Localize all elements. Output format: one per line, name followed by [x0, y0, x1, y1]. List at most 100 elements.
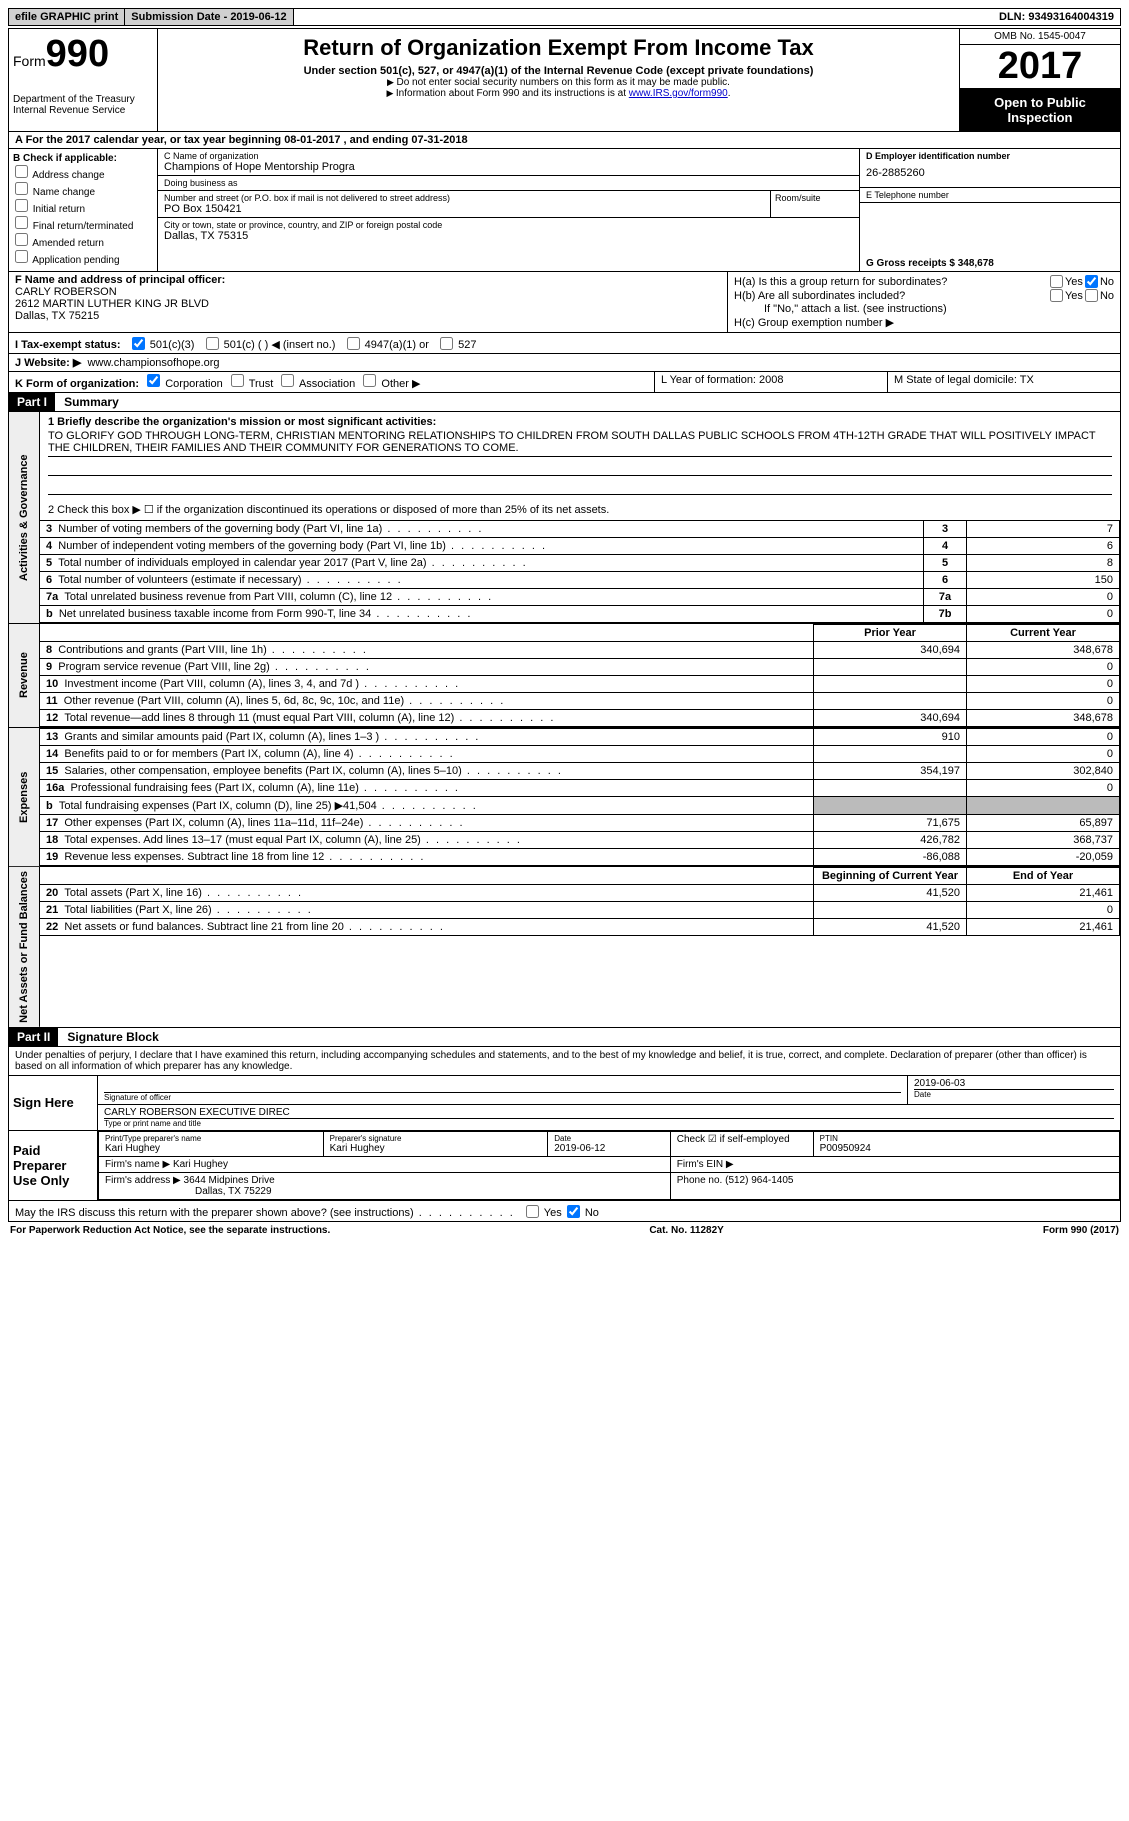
self-employed: Check ☑ if self-employed [677, 1134, 790, 1145]
section-netassets: Net Assets or Fund Balances Beginning of… [8, 867, 1121, 1028]
firm-addr2: Dallas, TX 75229 [105, 1186, 272, 1197]
top-bar: efile GRAPHIC print Submission Date - 20… [8, 8, 1121, 26]
row-i: I Tax-exempt status: 501(c)(3) 501(c) ( … [8, 333, 1121, 354]
part2-title: Signature Block [61, 1028, 164, 1046]
firm-name: Kari Hughey [173, 1159, 228, 1170]
form-label: Form [13, 53, 46, 69]
discuss-yes[interactable] [526, 1205, 539, 1218]
prep-date: 2019-06-12 [554, 1143, 605, 1154]
prep-sig: Kari Hughey [330, 1143, 385, 1154]
submission-date: Submission Date - 2019-06-12 [125, 9, 293, 25]
row-j: J Website: ▶ www.championsofhope.org [8, 354, 1121, 372]
side-revenue: Revenue [9, 624, 40, 727]
revenue-table: Prior YearCurrent Year8 Contributions an… [40, 624, 1120, 727]
ha-no[interactable] [1085, 275, 1098, 288]
cb-addr-change[interactable]: Address change [13, 165, 153, 181]
cb-501c[interactable] [206, 337, 219, 350]
line-2: 2 Check this box ▶ ☐ if the organization… [40, 499, 1120, 520]
cb-527[interactable] [440, 337, 453, 350]
form-subtitle: Under section 501(c), 527, or 4947(a)(1)… [166, 65, 951, 77]
signature-block: Under penalties of perjury, I declare th… [8, 1047, 1121, 1201]
dln: DLN: 93493164004319 [993, 9, 1120, 25]
hdr-mid: Return of Organization Exempt From Incom… [158, 29, 959, 131]
cb-assoc[interactable] [281, 374, 294, 387]
hb-no[interactable] [1085, 289, 1098, 302]
side-netassets: Net Assets or Fund Balances [9, 867, 40, 1027]
footer-left: For Paperwork Reduction Act Notice, see … [10, 1225, 330, 1236]
gross-receipts: G Gross receipts $ 348,678 [866, 258, 994, 269]
note-ssn: Do not enter social security numbers on … [166, 77, 951, 88]
paid-preparer-label: Paid Preparer Use Only [9, 1131, 98, 1200]
side-governance: Activities & Governance [9, 412, 40, 623]
cb-501c3[interactable] [132, 337, 145, 350]
org-block: B Check if applicable: Address change Na… [8, 149, 1121, 272]
firm-ein: Firm's EIN ▶ [677, 1159, 734, 1170]
prep-name: Kari Hughey [105, 1143, 160, 1154]
section-revenue: Revenue Prior YearCurrent Year8 Contribu… [8, 624, 1121, 728]
dept: Department of the Treasury [13, 94, 153, 105]
col-h: H(a) Is this a group return for subordin… [728, 272, 1120, 332]
hdr-left: Form990 Department of the Treasury Inter… [9, 29, 158, 131]
room-suite: Room/suite [770, 191, 859, 217]
section-expenses: Expenses 13 Grants and similar amounts p… [8, 728, 1121, 867]
year-formation: L Year of formation: 2008 [655, 372, 888, 392]
page-footer: For Paperwork Reduction Act Notice, see … [8, 1222, 1121, 1239]
firm-addr1: 3644 Midpines Drive [184, 1175, 275, 1186]
org-city: Dallas, TX 75315 [164, 230, 853, 242]
website: www.championsofhope.org [87, 357, 219, 369]
irs-link[interactable]: www.IRS.gov/form990 [629, 88, 728, 99]
mission-text: TO GLORIFY GOD THROUGH LONG-TERM, CHRIST… [48, 428, 1112, 457]
row-a: A For the 2017 calendar year, or tax yea… [8, 132, 1121, 149]
netassets-table: Beginning of Current YearEnd of Year20 T… [40, 867, 1120, 936]
cb-name-change[interactable]: Name change [13, 182, 153, 198]
footer-right: Form 990 (2017) [1043, 1225, 1119, 1236]
footer-mid: Cat. No. 11282Y [649, 1225, 723, 1236]
efile-btn[interactable]: efile GRAPHIC print [9, 9, 125, 25]
officer-name: CARLY ROBERSON [15, 286, 117, 298]
state-domicile: M State of legal domicile: TX [888, 372, 1120, 392]
open-public: Open to Public Inspection [960, 89, 1120, 131]
col-c: C Name of organization Champions of Hope… [158, 149, 859, 271]
cb-corp[interactable] [147, 374, 160, 387]
col-d: D Employer identification number 26-2885… [859, 149, 1120, 271]
row-klm: K Form of organization: Corporation Trus… [8, 372, 1121, 393]
col-b: B Check if applicable: Address change Na… [9, 149, 158, 271]
discuss-row: May the IRS discuss this return with the… [8, 1201, 1121, 1222]
form-header: Form990 Department of the Treasury Inter… [8, 28, 1121, 132]
preparer-grid: Print/Type preparer's nameKari Hughey Pr… [98, 1131, 1120, 1200]
hdr-right: OMB No. 1545-0047 2017 Open to Public In… [959, 29, 1120, 131]
fh-block: F Name and address of principal officer:… [8, 272, 1121, 333]
section-governance: Activities & Governance 1 Briefly descri… [8, 412, 1121, 624]
part1-hdr: Part I [9, 393, 55, 411]
governance-table: 3 Number of voting members of the govern… [40, 520, 1120, 623]
discuss-no[interactable] [567, 1205, 580, 1218]
note-info: Information about Form 990 and its instr… [166, 88, 951, 99]
sign-here-label: Sign Here [9, 1076, 98, 1130]
sig-intro: Under penalties of perjury, I declare th… [9, 1047, 1120, 1075]
part2-hdr: Part II [9, 1028, 58, 1046]
irs: Internal Revenue Service [13, 105, 153, 116]
cb-final[interactable]: Final return/terminated [13, 216, 153, 232]
expenses-table: 13 Grants and similar amounts paid (Part… [40, 728, 1120, 866]
cb-trust[interactable] [231, 374, 244, 387]
form-number: 990 [46, 33, 109, 75]
org-addr: PO Box 150421 [164, 203, 764, 215]
ha-yes[interactable] [1050, 275, 1063, 288]
form-title: Return of Organization Exempt From Incom… [166, 35, 951, 61]
cb-initial[interactable]: Initial return [13, 199, 153, 215]
part1-title: Summary [58, 393, 125, 411]
officer-addr1: 2612 MARTIN LUTHER KING JR BLVD [15, 298, 209, 310]
ptin: P00950924 [820, 1143, 871, 1154]
cb-pending[interactable]: Application pending [13, 250, 153, 266]
side-expenses: Expenses [9, 728, 40, 866]
cb-4947[interactable] [347, 337, 360, 350]
cb-amended[interactable]: Amended return [13, 233, 153, 249]
sig-date: 2019-06-03 [914, 1078, 1114, 1089]
cb-other[interactable] [363, 374, 376, 387]
officer-addr2: Dallas, TX 75215 [15, 310, 99, 322]
org-name: Champions of Hope Mentorship Progra [164, 161, 853, 173]
col-f: F Name and address of principal officer:… [9, 272, 728, 332]
tax-year: 2017 [960, 45, 1120, 89]
omb-no: OMB No. 1545-0047 [960, 29, 1120, 45]
hb-yes[interactable] [1050, 289, 1063, 302]
